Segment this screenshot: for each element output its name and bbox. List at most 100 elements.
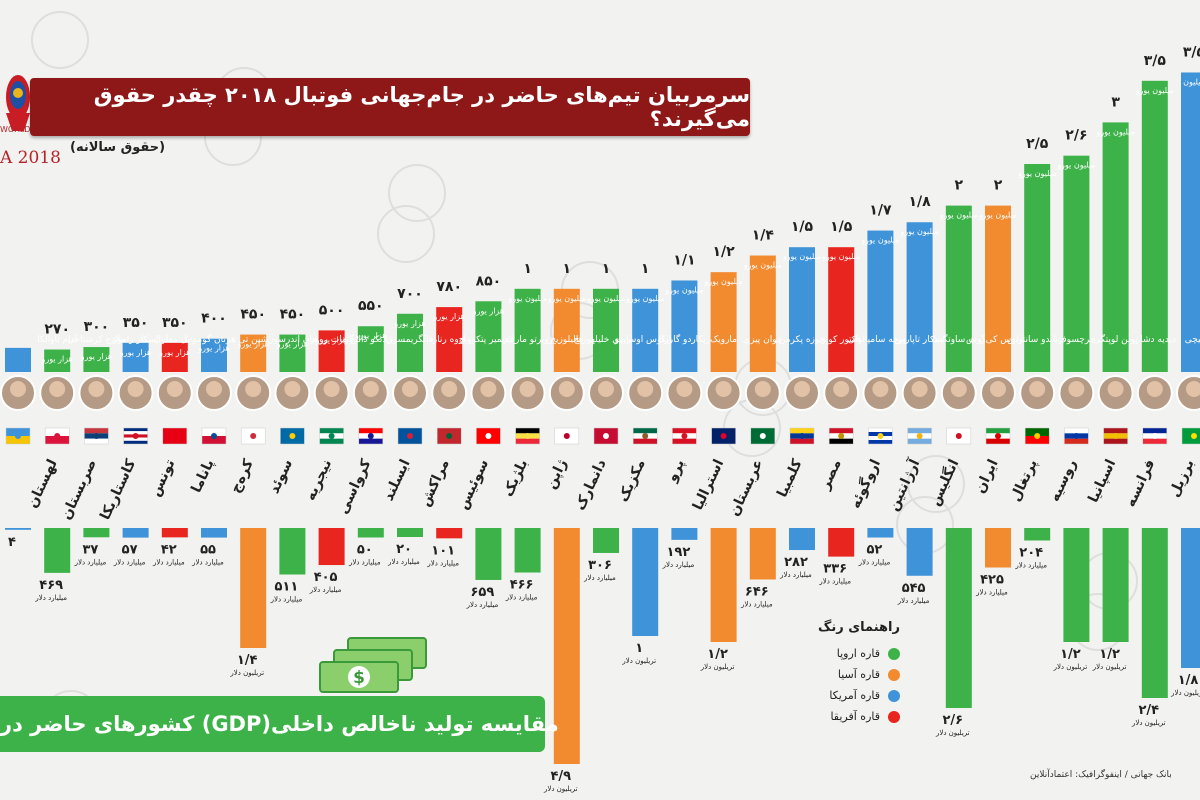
country-name: برزیل — [1166, 457, 1197, 500]
flag-emblem — [328, 433, 335, 439]
coach-face — [598, 381, 614, 397]
flag-stripe — [123, 437, 148, 441]
flag-emblem — [93, 433, 100, 439]
bg-pattern — [907, 455, 965, 513]
coach-name: هالگریمسون — [386, 333, 433, 345]
coach-name: گرنات روهر — [308, 333, 354, 345]
gdp-unit: میلیارد دلار — [466, 601, 499, 609]
salary-unit: میلیون یورو — [664, 285, 703, 294]
flag-stripe — [672, 428, 697, 434]
gdp-value: ۴۲۵ — [980, 573, 1004, 588]
country-name: مصر — [817, 457, 845, 493]
salary-bar — [749, 255, 776, 372]
gdp-bar — [436, 528, 463, 539]
legend-label-europe: قاره اروپا — [836, 647, 880, 660]
flag-border — [672, 427, 697, 445]
flag-stripe — [1142, 428, 1167, 434]
flag-emblem — [995, 433, 1001, 439]
flag-border — [1064, 427, 1089, 445]
coach-name: فرناندو سانتوس — [1007, 335, 1067, 345]
gdp-unit: میلیارد دلار — [309, 586, 342, 594]
salary-value: ۱/۴ — [752, 228, 775, 244]
coach-face — [127, 381, 144, 397]
flag-border — [515, 427, 540, 445]
coach-name: ریکاردو گاریکا — [659, 333, 711, 345]
gdp-bar — [201, 528, 227, 538]
coach-face — [1068, 381, 1085, 397]
coach-face — [911, 381, 928, 397]
flag-emblem — [1073, 433, 1080, 439]
country-name: مراکش — [417, 457, 453, 509]
gdp-unit: میلیارد دلار — [387, 558, 420, 566]
coach-face — [88, 381, 105, 397]
gdp-bar — [240, 528, 267, 648]
flag-stripe — [162, 428, 187, 436]
legend-swatch-europe — [888, 647, 900, 660]
country-name: آرژانتین — [884, 455, 924, 514]
coach-face — [49, 381, 66, 397]
coach-face — [1107, 381, 1124, 397]
salary-bar — [514, 288, 541, 372]
flag-stripe — [84, 428, 109, 434]
gdp-value: ۵۵ — [200, 543, 216, 558]
gdp-bar — [553, 528, 580, 764]
country-name: ایران — [972, 457, 1002, 496]
gdp-bar — [122, 528, 149, 538]
gdp-value: ۲۰ — [396, 542, 412, 557]
coach-name: تیچی — [1185, 335, 1200, 345]
flag-stripe — [45, 428, 70, 436]
salary-value: ۳۰۰ — [84, 319, 110, 335]
flag-stripe — [554, 428, 579, 436]
salary-unit: هزار یورو — [276, 340, 308, 349]
gdp-value: ۴۶۹ — [39, 578, 63, 593]
legend-label-america: قاره آمریکا — [829, 689, 880, 702]
legend-item-africa: قاره آفریقا — [800, 706, 900, 727]
coach-name: گرت ساوتگیت — [932, 333, 987, 345]
salary-bar — [475, 301, 502, 372]
flag-border — [201, 427, 227, 445]
flag-stripe — [437, 436, 462, 444]
flag-stripe — [1182, 428, 1200, 436]
country-name: کلمبیا — [774, 456, 806, 500]
flag-emblem — [681, 433, 688, 439]
coach-face — [166, 381, 183, 397]
coach-name: آدام ناوالکا — [37, 333, 77, 345]
flag-stripe — [1064, 428, 1089, 434]
flag-stripe — [123, 431, 148, 435]
gdp-value: ۵۲ — [866, 543, 882, 558]
coach-name: کارلوس اوساریو — [614, 335, 677, 345]
salary-value: ۷۰۰ — [397, 286, 423, 302]
gdp-unit: تریلیون دلار — [229, 669, 264, 677]
salary-value: ۲/۵ — [1026, 136, 1049, 152]
legend-swatch-africa — [888, 710, 900, 723]
bg-pattern — [377, 205, 435, 263]
flag-border — [84, 427, 109, 445]
flag-stripe — [319, 428, 344, 434]
gdp-unit: میلیارد دلار — [270, 596, 303, 604]
salary-value: ۴۵۰ — [280, 307, 306, 323]
gdp-value: ۲/۴ — [1138, 703, 1159, 718]
salary-bar — [553, 288, 580, 372]
gdp-unit: میلیارد دلار — [858, 559, 891, 567]
coach-name: خوزه پکرمن — [779, 335, 825, 345]
gdp-bar — [710, 528, 737, 642]
legend-item-europe: قاره اروپا — [800, 643, 900, 664]
salary-value: ۳/۵ — [1144, 53, 1167, 69]
flag-stripe — [750, 436, 775, 444]
gdp-bar — [1024, 528, 1051, 541]
salary-bar — [945, 205, 972, 372]
gdp-value: ۴۲ — [161, 542, 177, 557]
salary-unit: میلیون یورو — [586, 294, 625, 303]
salary-unit: هزار یورو — [472, 306, 504, 315]
gdp-unit: میلیارد دلار — [505, 594, 538, 602]
salary-unit: میلیون یورو — [782, 252, 821, 261]
flag-stripe — [476, 436, 501, 444]
salary-unit: میلیون یورو — [507, 294, 546, 303]
coach-face — [1186, 381, 1200, 397]
salary-bar — [44, 349, 71, 372]
country-name: ژاپن — [543, 457, 570, 492]
coach-face — [872, 381, 889, 397]
coach-name: مارویک — [710, 335, 737, 345]
coach-name: اسکار تاپارس — [894, 335, 945, 345]
gdp-bar — [985, 528, 1011, 568]
